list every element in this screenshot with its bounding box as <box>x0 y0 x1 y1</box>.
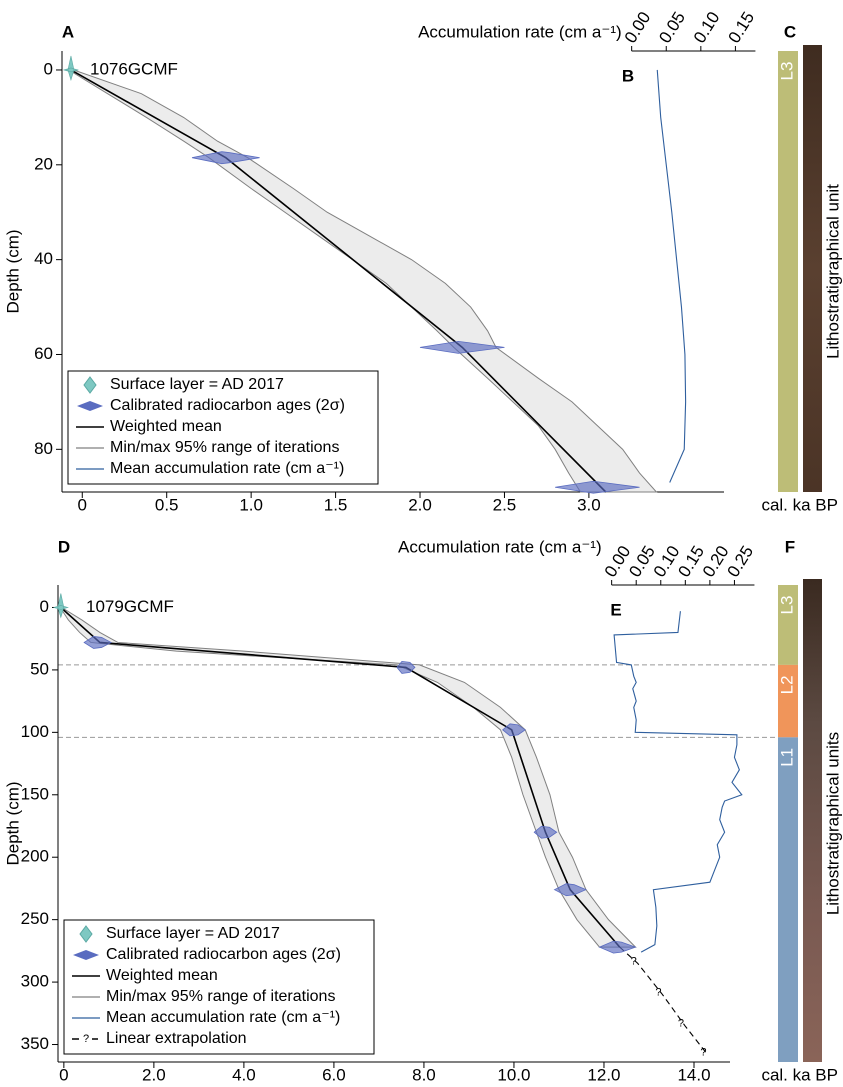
legend-label: Surface layer = AD 2017 <box>106 925 280 942</box>
x-tick-label: 1.5 <box>324 495 348 514</box>
y-tick-label: 350 <box>21 1034 49 1053</box>
x-tick-label: 2.5 <box>493 495 517 514</box>
legend-label: Weighted mean <box>110 418 222 435</box>
unit-label: L2 <box>777 675 796 694</box>
panel-letter: E <box>610 600 621 619</box>
y-tick-label: 150 <box>21 784 49 803</box>
x-tick-label: 2.0 <box>408 495 432 514</box>
rate-line <box>657 70 685 483</box>
x-tick-label: 0 <box>59 1065 68 1084</box>
y-tick-label: 60 <box>34 344 53 363</box>
y-tick-label: 300 <box>21 972 49 991</box>
y-tick-label: 0 <box>40 597 49 616</box>
legend-label: Weighted mean <box>106 967 218 984</box>
y-tick-label: 0 <box>44 59 53 78</box>
x-tick-label: 4.0 <box>232 1065 256 1084</box>
y-axis-title: Depth (cm) <box>3 229 22 313</box>
legend: Surface layer = AD 2017 Calibrated radioc… <box>64 920 374 1054</box>
lithology-unit <box>778 51 798 492</box>
y-tick-label: 100 <box>21 722 49 741</box>
lithology-unit <box>778 737 798 1062</box>
panel-letter: C <box>784 22 796 41</box>
y-tick-label: 50 <box>30 659 49 678</box>
extrapolation-marker: ? <box>700 1046 706 1058</box>
rate-axis-title: Accumulation rate (cm a⁻¹) <box>398 537 602 556</box>
core-photo <box>803 579 822 1062</box>
legend-label: Mean accumulation rate (cm a⁻¹) <box>110 460 344 477</box>
rate-tick-label: 0.25 <box>724 542 758 580</box>
extrapolation-marker: ? <box>678 1018 684 1030</box>
lithology-title: Lithostratigraphical unit <box>823 184 842 359</box>
core-name: 1079GCMF <box>86 597 174 616</box>
legend-label: Surface layer = AD 2017 <box>110 376 284 393</box>
legend-label: Mean accumulation rate (cm a⁻¹) <box>106 1009 340 1026</box>
figure: L3 Lithostratigraphical unit A B C Accumulati… <box>0 0 843 1087</box>
surface-marker <box>64 56 78 80</box>
rate-tick-label: 0.10 <box>650 542 684 580</box>
legend-label: Min/max 95% range of iterations <box>106 988 335 1005</box>
y-tick-label: 250 <box>21 909 49 928</box>
legend-label: Linear extrapolation <box>106 1030 247 1047</box>
x-tick-label: 10.0 <box>497 1065 530 1084</box>
legend-symbol-text: ? <box>83 1033 89 1045</box>
unit-label: L3 <box>777 596 796 615</box>
x-axis-title: cal. ka BP <box>761 1065 838 1084</box>
x-tick-label: 0.5 <box>155 495 179 514</box>
rate-tick-label: 0.00 <box>601 542 635 580</box>
core-name: 1076GCMF <box>90 59 178 78</box>
extrapolation-marker: ? <box>655 986 661 998</box>
y-tick-label: 80 <box>34 439 53 458</box>
x-tick-label: 14.0 <box>677 1065 710 1084</box>
range-envelope <box>60 607 635 947</box>
x-tick-label: 12.0 <box>587 1065 620 1084</box>
panel-letter: B <box>622 66 634 85</box>
x-tick-label: 1.0 <box>239 495 263 514</box>
rate-tick-label: 0.15 <box>674 542 708 580</box>
panel-letter: A <box>62 22 74 41</box>
unit-label: L1 <box>777 748 796 767</box>
x-tick-label: 0 <box>78 495 87 514</box>
x-tick-label: 3.0 <box>577 495 601 514</box>
y-axis-title: Depth (cm) <box>3 781 22 865</box>
x-tick-label: 8.0 <box>412 1065 436 1084</box>
y-tick-label: 20 <box>34 154 53 173</box>
rate-axis-title: Accumulation rate (cm a⁻¹) <box>418 22 622 41</box>
rate-tick-label: 0.20 <box>699 542 733 580</box>
legend: Surface layer = AD 2017 Calibrated radioc… <box>68 371 378 484</box>
rate-line <box>614 611 742 952</box>
rate-tick-label: 0.05 <box>625 542 659 580</box>
rate-tick-label: 0.05 <box>655 8 689 46</box>
x-tick-label: 6.0 <box>322 1065 346 1084</box>
legend-label: Min/max 95% range of iterations <box>110 439 339 456</box>
x-axis-title: cal. ka BP <box>761 495 838 514</box>
core-photo <box>803 45 822 492</box>
unit-label: L3 <box>777 62 796 81</box>
y-tick-label: 40 <box>34 249 53 268</box>
legend-label: Calibrated radiocarbon ages (2σ) <box>106 946 341 963</box>
panel-letter: D <box>58 537 70 556</box>
extrapolation-marker: ? <box>631 955 637 967</box>
y-tick-label: 200 <box>21 847 49 866</box>
x-tick-label: 2.0 <box>142 1065 166 1084</box>
rate-tick-label: 0.10 <box>690 8 724 46</box>
legend-label: Calibrated radiocarbon ages (2σ) <box>110 397 345 414</box>
rate-tick-label: 0.00 <box>621 8 655 46</box>
rate-tick-label: 0.15 <box>724 8 758 46</box>
panel-letter: F <box>785 537 795 556</box>
lithology-title: Lithostratigraphical units <box>823 732 842 915</box>
